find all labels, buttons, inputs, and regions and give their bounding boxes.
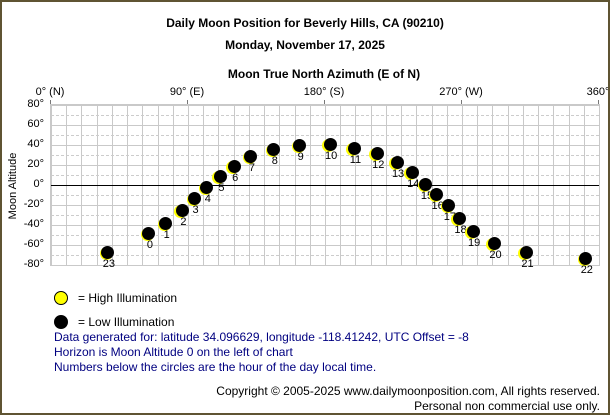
horizontal-gridline [51,135,599,136]
hour-label: 0 [146,239,153,251]
horizontal-gridline [51,105,599,106]
moon-disc-icon [487,236,501,250]
horizontal-gridline [51,115,599,116]
y-tick-label: 0° [33,178,44,190]
hour-label: 2 [180,216,187,228]
y-tick-label: -20° [23,198,44,210]
horizontal-gridline [51,235,599,236]
hour-label: 18 [454,224,467,236]
horizon-line [51,185,599,186]
hour-label: 16 [431,200,444,212]
horizontal-gridline [51,245,599,246]
moon-disc-icon [370,146,384,160]
hour-label: 22 [580,264,593,276]
y-tick-label: -60° [23,238,44,250]
horizontal-gridline [51,265,599,266]
moon-disc-icon [466,224,480,238]
moon-disc-icon [293,138,307,152]
note-data-generated: Data generated for: latitude 34.096629, … [54,330,469,344]
x-tick-mark [187,100,188,105]
y-tick-label: -40° [23,218,44,230]
legend-label: = High Illumination [78,291,178,305]
date-subtitle: Monday, November 17, 2025 [225,38,385,52]
horizontal-gridline [51,125,599,126]
hour-label: 20 [489,249,502,261]
moon-disc-icon [430,187,444,201]
moon-disc-icon [323,137,337,151]
hour-label: 10 [324,150,338,162]
hour-label: 14 [407,178,420,190]
moon-disc-icon [579,251,593,265]
x-axis-title: Moon True North Azimuth (E of N) [227,67,421,81]
x-tick-label: 360° [586,86,610,98]
moon-disc-icon [519,245,533,259]
horizontal-gridline [51,195,599,196]
horizontal-gridline [51,155,599,156]
horizontal-gridline [51,205,599,206]
plot-area [50,104,600,266]
y-tick-label: 40° [27,138,44,150]
y-axis-title: Moon Altitude [7,152,19,220]
hour-label: 3 [192,204,199,216]
hour-label: 6 [232,172,239,184]
moon-disc-icon [175,203,189,217]
legend-label: = Low Illumination [78,315,175,329]
hour-label: 11 [349,154,362,166]
moon-disc-icon [227,159,241,173]
low-illumination-circle-icon [54,315,68,329]
moon-disc-icon [405,165,419,179]
usage-line: Personal non commercial use only. [414,399,600,413]
hour-label: 1 [163,229,170,241]
hour-label: 19 [468,237,481,249]
hour-label: 13 [391,168,405,180]
hour-label: 5 [218,182,225,194]
x-tick-mark [50,100,51,105]
hour-label: 23 [102,258,115,270]
hour-label: 9 [297,151,304,163]
horizontal-gridline [51,255,599,256]
hour-label: 4 [204,193,211,205]
moon-disc-icon [452,211,466,225]
page-title: Daily Moon Position for Beverly Hills, C… [166,16,444,30]
moon-disc-icon [390,155,404,169]
moon-disc-icon [347,141,361,155]
moon-disc-icon [101,245,115,259]
x-tick-mark [461,100,462,105]
x-tick-label: 0° (N) [35,86,65,98]
note-horizon: Horizon is Moon Altitude 0 on the left o… [54,345,293,359]
hour-label: 12 [372,159,385,171]
horizontal-gridline [51,165,599,166]
high-illumination-circle-icon [54,291,68,305]
horizontal-gridline [51,175,599,176]
moon-disc-icon [142,226,156,240]
x-tick-mark [324,100,325,105]
hour-label: 8 [271,155,278,167]
copyright-line: Copyright © 2005-2025 www.dailymoonposit… [216,384,600,398]
vertical-gridline [599,105,600,265]
moon-disc-icon [244,149,258,163]
y-tick-label: 80° [27,98,44,110]
note-hour-labels: Numbers below the circles are the hour o… [54,360,377,374]
x-tick-mark [598,100,599,105]
horizontal-gridline [51,215,599,216]
x-tick-label: 270° (W) [439,86,483,98]
y-tick-label: 60° [27,118,44,130]
moon-disc-icon [188,191,202,205]
horizontal-gridline [51,225,599,226]
moon-disc-icon [200,180,214,194]
moon-disc-icon [159,216,173,230]
hour-label: 7 [248,162,255,174]
moon-disc-icon [442,198,456,212]
y-tick-label: 20° [27,158,44,170]
hour-label: 21 [521,258,534,270]
x-tick-label: 180° (S) [303,86,345,98]
moon-disc-icon [267,142,281,156]
y-tick-label: -80° [23,258,44,270]
chart-notes: Data generated for: latitude 34.096629, … [54,330,469,375]
copyright-footer: Copyright © 2005-2025 www.dailymoonposit… [216,384,600,413]
moon-disc-icon [213,169,227,183]
x-tick-label: 90° (E) [169,86,205,98]
moon-disc-icon [419,177,433,191]
